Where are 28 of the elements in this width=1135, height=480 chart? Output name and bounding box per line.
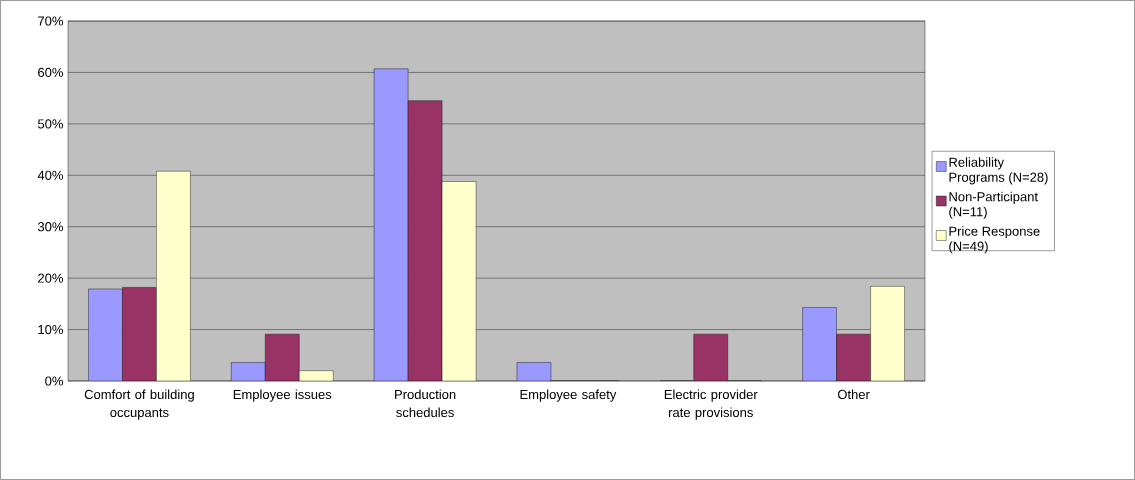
x-tick-label: Production schedules bbox=[395, 389, 456, 418]
x-tick-label: Employee issues bbox=[233, 389, 332, 402]
y-tick-label: 0% bbox=[45, 376, 63, 386]
bar bbox=[88, 288, 123, 381]
x-tick-label: Employee safety bbox=[520, 389, 617, 402]
bar bbox=[156, 170, 191, 381]
legend-label: Non-Participant (N=11) bbox=[949, 191, 1038, 219]
y-tick-label: 60% bbox=[38, 67, 63, 78]
y-tick-label: 20% bbox=[38, 273, 63, 283]
legend-label: Price Response (N=49) bbox=[949, 226, 1040, 254]
bar bbox=[122, 287, 157, 381]
bar bbox=[265, 334, 300, 381]
bar bbox=[693, 334, 728, 381]
x-tick-label: Other bbox=[837, 389, 870, 400]
y-tick-label: 30% bbox=[37, 222, 63, 232]
x-tick-label: Comfort of building occupants bbox=[84, 389, 194, 420]
x-tick-label: Electric provider rate provisions bbox=[664, 389, 758, 420]
y-tick-label: 50% bbox=[37, 119, 63, 129]
bar bbox=[407, 100, 443, 381]
legend-label: Reliability Programs (N=28) bbox=[949, 157, 1048, 185]
y-tick-label: 70% bbox=[38, 16, 63, 26]
bar bbox=[802, 307, 837, 381]
y-tick-label: 40% bbox=[37, 170, 63, 180]
bar bbox=[836, 334, 871, 381]
bar bbox=[441, 181, 477, 381]
bar bbox=[870, 286, 905, 381]
bar bbox=[373, 68, 409, 381]
y-tick-label: 10% bbox=[38, 324, 63, 335]
